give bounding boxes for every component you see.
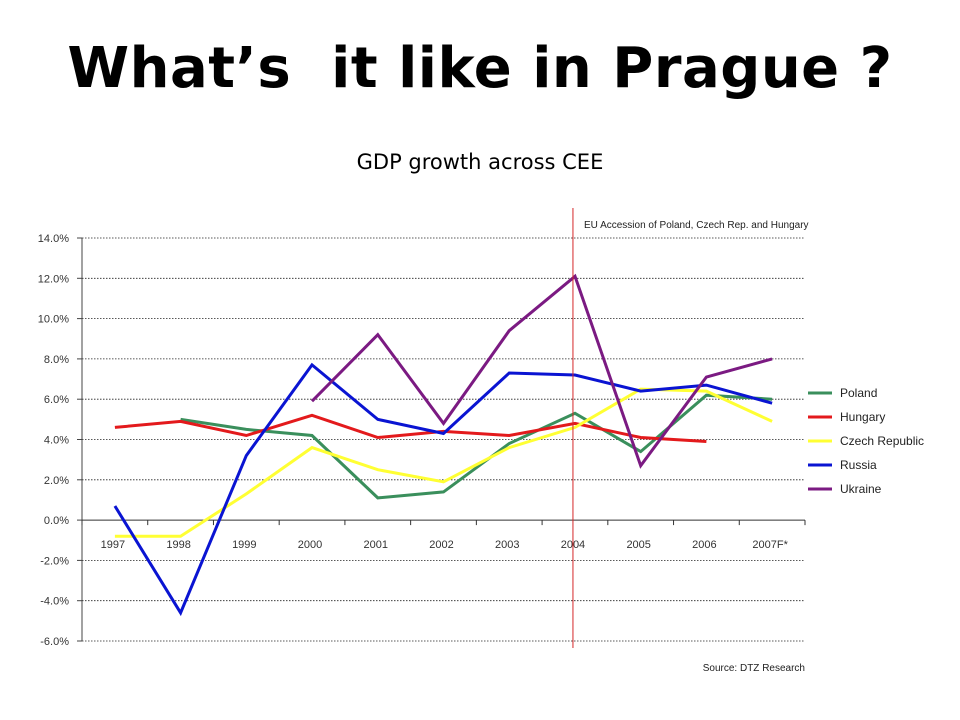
x-tick-label: 2005 bbox=[626, 539, 650, 551]
y-tick-label: 8.0% bbox=[44, 354, 69, 366]
series-lines bbox=[113, 273, 773, 617]
y-tick-label: 10.0% bbox=[38, 314, 69, 326]
page-title: What’s it like in Prague ? bbox=[67, 36, 893, 101]
eu-accession-note: EU Accession of Poland, Czech Rep. and H… bbox=[584, 220, 809, 231]
x-tick-label: 1997 bbox=[101, 539, 125, 551]
y-tick-label: 0.0% bbox=[44, 515, 69, 527]
y-tick-label: 14.0% bbox=[38, 233, 69, 245]
legend-label: Ukraine bbox=[840, 482, 882, 496]
x-tick-label: 2003 bbox=[495, 539, 519, 551]
series-line-hungary bbox=[114, 413, 707, 443]
y-tick-label: 6.0% bbox=[44, 394, 69, 406]
x-tick-label: 1999 bbox=[232, 539, 256, 551]
legend-label: Russia bbox=[840, 458, 877, 472]
x-tick-label: 2002 bbox=[429, 539, 453, 551]
grid-lines bbox=[82, 237, 805, 642]
y-tick-label: -4.0% bbox=[40, 596, 69, 608]
legend: Poland Hungary Czech Republic Russia Ukraine bbox=[808, 386, 924, 496]
x-tick-label: 2006 bbox=[692, 539, 716, 551]
annotation: EU Accession of Poland, Czech Rep. and H… bbox=[572, 208, 809, 648]
y-tick-label: 12.0% bbox=[38, 273, 69, 285]
legend-label: Hungary bbox=[840, 410, 885, 424]
chart-title: GDP growth across CEE bbox=[356, 150, 604, 174]
x-tick-label: 2007F* bbox=[752, 539, 788, 551]
series-line-ukraine bbox=[310, 273, 773, 469]
x-tick-label: 2001 bbox=[364, 539, 388, 551]
legend-label: Czech Republic bbox=[840, 434, 924, 448]
x-tick-label: 2000 bbox=[298, 539, 322, 551]
y-tick-label: -2.0% bbox=[40, 555, 69, 567]
y-tick-label: 4.0% bbox=[44, 435, 69, 447]
y-tick-label: -6.0% bbox=[40, 636, 69, 648]
series-line-russia bbox=[113, 362, 773, 617]
source-note: Source: DTZ Research bbox=[703, 663, 805, 674]
axes: 14.0% 12.0% 10.0% 8.0% 6.0% 4.0% 2.0% 0.0% -2.0%… bbox=[38, 233, 806, 648]
y-tick-label: 2.0% bbox=[44, 475, 69, 487]
x-tick-label: 1998 bbox=[166, 539, 190, 551]
legend-label: Poland bbox=[840, 386, 877, 400]
series-line-czech-republic bbox=[114, 387, 773, 538]
